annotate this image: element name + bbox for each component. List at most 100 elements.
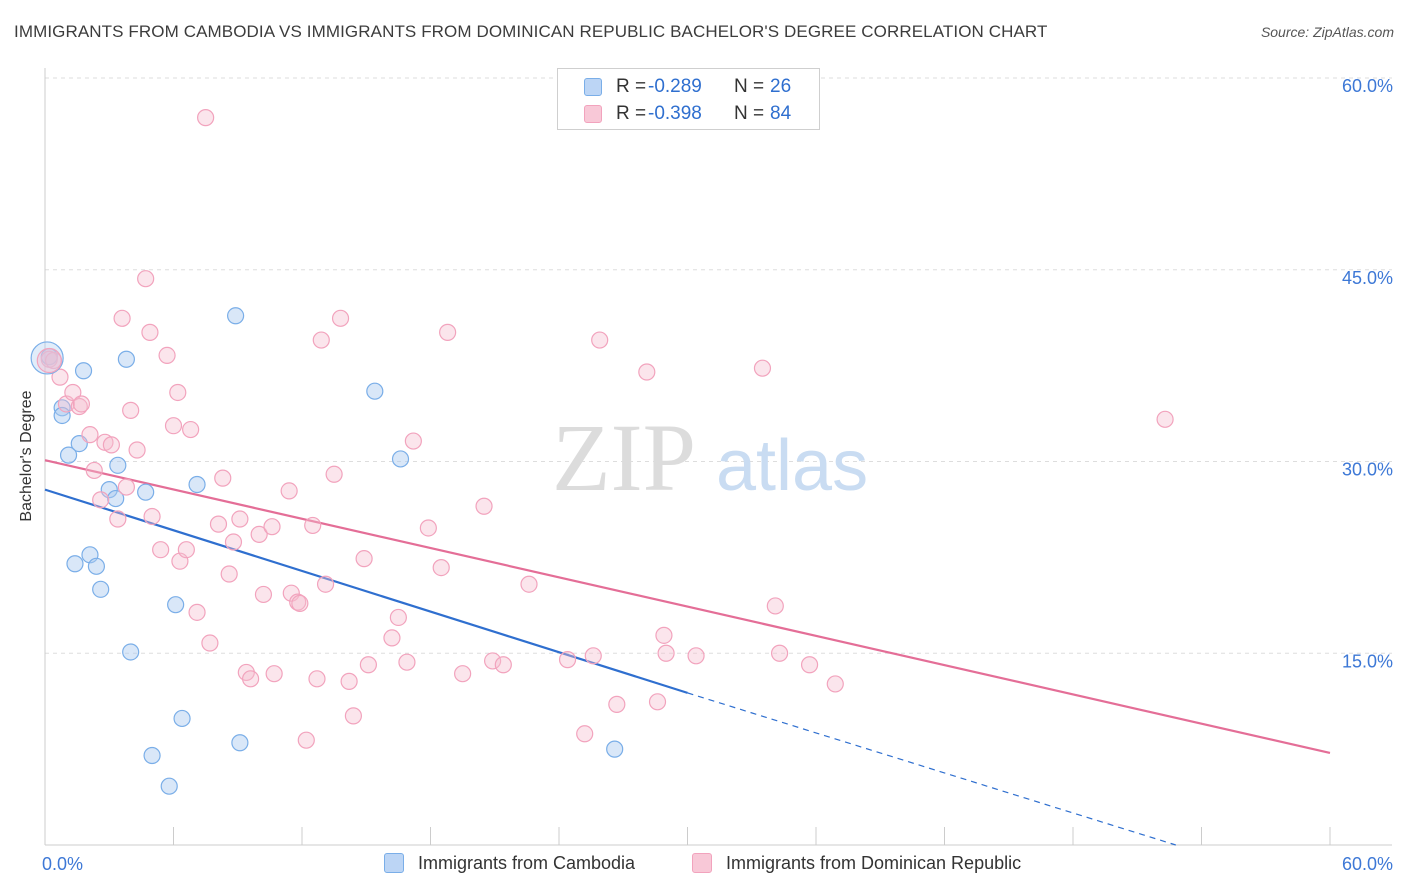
dominican-point [128,441,146,459]
dominican-point [224,533,243,551]
dominican-point [291,594,309,612]
cambodia-point [74,362,93,380]
dominican-point [359,656,377,674]
dominican-point [484,652,502,670]
cambodia-trend-line [44,488,688,694]
dominican-point [64,383,82,402]
cambodia-point [167,596,185,614]
cambodia-point [173,709,191,728]
dominican-point [51,368,69,386]
cambodia-point [160,777,178,795]
dominican-point [432,559,450,577]
dominican-point [657,644,675,662]
dominican-point [576,725,594,743]
cambodia-point [122,643,140,661]
dominican-point [109,510,127,528]
dominican-point [404,432,422,450]
y-tick-label: 60.0% [1342,76,1393,96]
dominican-point [340,672,358,690]
cambodia-swatch [584,78,602,96]
dominican-point [201,634,219,652]
dominican-point [85,461,103,480]
dominican-point [770,644,789,662]
dominican-point [188,603,206,621]
axes [44,68,1392,846]
dominican-point [584,647,602,665]
dominican-point [158,346,176,364]
cambodia-point [391,450,410,468]
dominican-point [182,420,200,439]
dominican-point [687,647,705,665]
dominican-point [164,417,183,435]
dominican-point [177,541,195,559]
y-tick-label: 15.0% [1342,651,1393,671]
cambodia-legend-label: Immigrants from Cambodia [418,853,636,873]
r-value: -0.398 [648,103,702,124]
dominican-point [389,608,407,627]
dominican-point [214,469,232,487]
cambodia-point [92,580,110,598]
dominican-point [117,478,135,496]
dominican-swatch [584,105,602,123]
source-label: Source: ZipAtlas.com [1260,24,1394,40]
dominican-point [608,695,626,713]
cambodia-trend-extension [687,692,1176,846]
dominican-point [169,383,187,402]
dominican-point [648,693,667,711]
r-label: R = [616,76,647,97]
dominican-point [655,626,673,644]
dominican-point [398,653,416,671]
cambodia-point [366,382,384,400]
stats-legend: R = -0.289 N = 26 R = -0.398 N = 84 [557,68,820,130]
cambodia-point [231,734,249,752]
dominican-point [494,656,512,674]
dominican-point [304,516,322,535]
cambodia-point [227,307,245,325]
dominican-point [141,323,159,341]
gridlines [45,77,1392,654]
x-tick-label: 60.0% [1342,854,1393,874]
dominican-cluster-point [36,347,62,374]
y-tick-label: 45.0% [1342,268,1393,288]
dominican-point [331,309,350,327]
dominican-point [231,510,249,528]
dominican-point [383,629,401,647]
dominican-point [591,331,609,349]
dominican-point [826,675,844,693]
dominican-point [558,651,577,669]
dominican-point [81,426,99,444]
n-label: N = [734,76,765,97]
dominican-point [355,550,373,568]
dominican-point [439,323,457,341]
dominican-point [1156,410,1174,428]
dominican-point [137,270,155,288]
watermark-zip: ZIP [552,404,696,511]
dominican-point [280,482,298,500]
dominican-point [419,519,437,537]
dominican-point [92,491,110,509]
dominican-point [454,665,472,683]
r-value: -0.289 [648,76,702,97]
cambodia-point [117,350,135,368]
n-label: N = [734,103,765,124]
cambodia-point [606,740,624,758]
dominican-point [520,575,538,593]
chart-title: IMMIGRANTS FROM CAMBODIA VS IMMIGRANTS F… [14,22,1048,41]
data-points [30,109,1174,795]
cambodia-point [59,446,78,464]
dominican-legend-label: Immigrants from Dominican Republic [726,853,1022,873]
r-label: R = [616,103,647,124]
dominican-point [766,597,784,615]
dominican-point [316,575,335,593]
dominican-point [308,670,326,688]
dominican-point [638,363,656,381]
dominican-point [70,397,88,416]
dominican-point [344,707,362,725]
dominican-point [263,518,281,536]
trend-lines [44,459,1331,846]
watermark-atlas: atlas [716,426,868,506]
dominican-legend-swatch [692,853,712,873]
dominican-point [312,331,330,349]
dominican-point [220,565,238,583]
